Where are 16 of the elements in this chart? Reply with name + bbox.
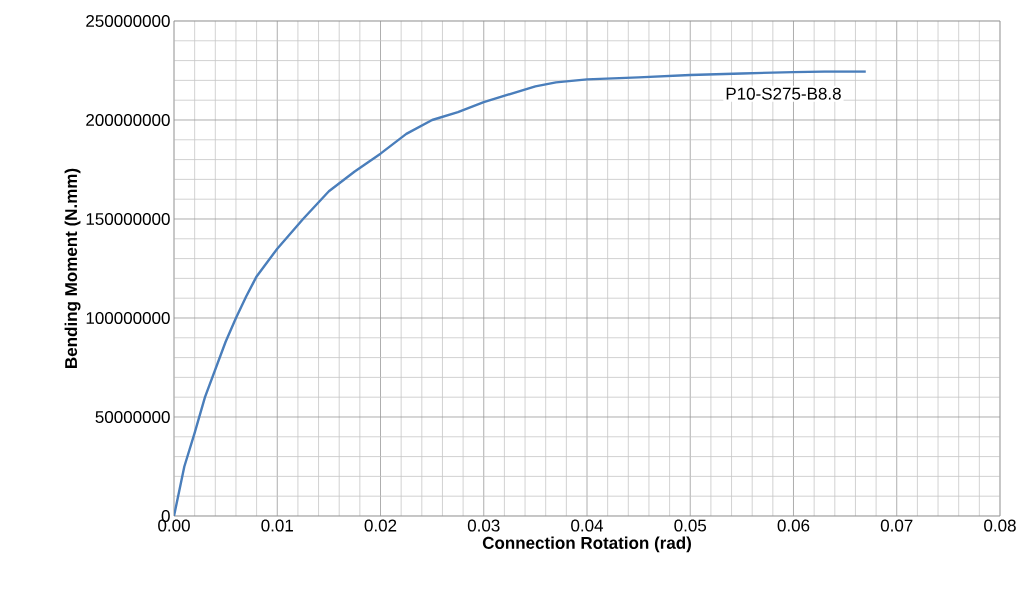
x-tick-label: 0.03 — [467, 519, 500, 532]
x-tick-label: 0.07 — [880, 519, 913, 532]
x-tick-label: 0.01 — [261, 519, 293, 532]
series-label: P10-S275-B8.8 — [726, 87, 841, 100]
x-tick-label: 0.06 — [777, 519, 810, 532]
y-tick-label: 200000000 — [86, 113, 170, 127]
y-tick-label: 250000000 — [86, 14, 170, 28]
y-tick-label: 100000000 — [86, 311, 170, 325]
y-axis-title: Bending Moment (N.mm) — [64, 168, 81, 368]
x-tick-label: 0.08 — [984, 519, 1016, 532]
x-tick-label: 0.05 — [674, 519, 707, 532]
x-tick-label: 0.04 — [571, 519, 604, 532]
x-axis-title: Connection Rotation (rad) — [482, 536, 691, 553]
y-tick-label: 50000000 — [95, 410, 170, 424]
y-tick-label: 150000000 — [86, 212, 170, 226]
x-tick-label: 0.02 — [364, 519, 397, 532]
